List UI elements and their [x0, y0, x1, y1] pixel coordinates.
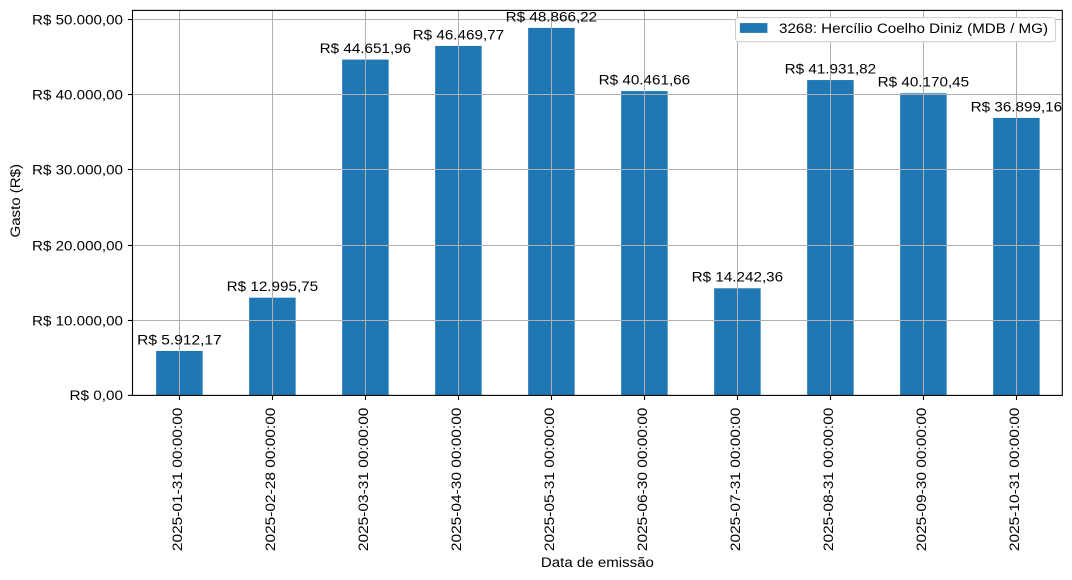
svg-text:R$ 36.899,16: R$ 36.899,16: [971, 99, 1063, 114]
svg-text:3268: Hercílio Coelho Diniz (M: 3268: Hercílio Coelho Diniz (MDB / MG): [779, 21, 1048, 36]
svg-text:Gasto (R$): Gasto (R$): [8, 164, 23, 238]
svg-text:R$ 5.912,17: R$ 5.912,17: [137, 332, 222, 347]
svg-text:2025-02-28 00:00:00: 2025-02-28 00:00:00: [263, 408, 278, 551]
svg-text:2025-01-31 00:00:00: 2025-01-31 00:00:00: [170, 408, 185, 552]
svg-text:R$ 48.866,22: R$ 48.866,22: [506, 9, 598, 24]
svg-text:R$ 10.000,00: R$ 10.000,00: [32, 313, 123, 328]
svg-text:R$ 40.000,00: R$ 40.000,00: [32, 87, 123, 102]
svg-text:R$ 50.000,00: R$ 50.000,00: [32, 12, 123, 27]
svg-text:R$ 40.461,66: R$ 40.461,66: [599, 73, 691, 88]
svg-text:2025-08-31 00:00:00: 2025-08-31 00:00:00: [821, 408, 836, 551]
svg-text:R$ 46.469,77: R$ 46.469,77: [413, 27, 505, 42]
svg-text:2025-07-31 00:00:00: 2025-07-31 00:00:00: [728, 408, 743, 551]
svg-text:2025-06-30 00:00:00: 2025-06-30 00:00:00: [635, 408, 650, 551]
svg-text:2025-05-31 00:00:00: 2025-05-31 00:00:00: [542, 408, 557, 551]
svg-text:R$ 30.000,00: R$ 30.000,00: [32, 162, 123, 177]
svg-text:Data de emissão: Data de emissão: [541, 555, 654, 570]
svg-text:R$ 12.995,75: R$ 12.995,75: [227, 279, 319, 294]
svg-text:R$ 40.170,45: R$ 40.170,45: [878, 75, 970, 90]
svg-text:2025-10-31 00:00:00: 2025-10-31 00:00:00: [1007, 408, 1022, 552]
svg-text:2025-04-30 00:00:00: 2025-04-30 00:00:00: [449, 408, 464, 551]
svg-text:R$ 44.651,96: R$ 44.651,96: [320, 41, 412, 56]
svg-text:2025-09-30 00:00:00: 2025-09-30 00:00:00: [914, 408, 929, 552]
svg-text:R$ 14.242,36: R$ 14.242,36: [692, 270, 784, 285]
svg-text:R$ 41.931,82: R$ 41.931,82: [785, 61, 877, 76]
svg-text:2025-03-31 00:00:00: 2025-03-31 00:00:00: [356, 408, 371, 551]
svg-text:R$ 20.000,00: R$ 20.000,00: [32, 238, 123, 253]
svg-text:R$ 0,00: R$ 0,00: [70, 388, 124, 403]
